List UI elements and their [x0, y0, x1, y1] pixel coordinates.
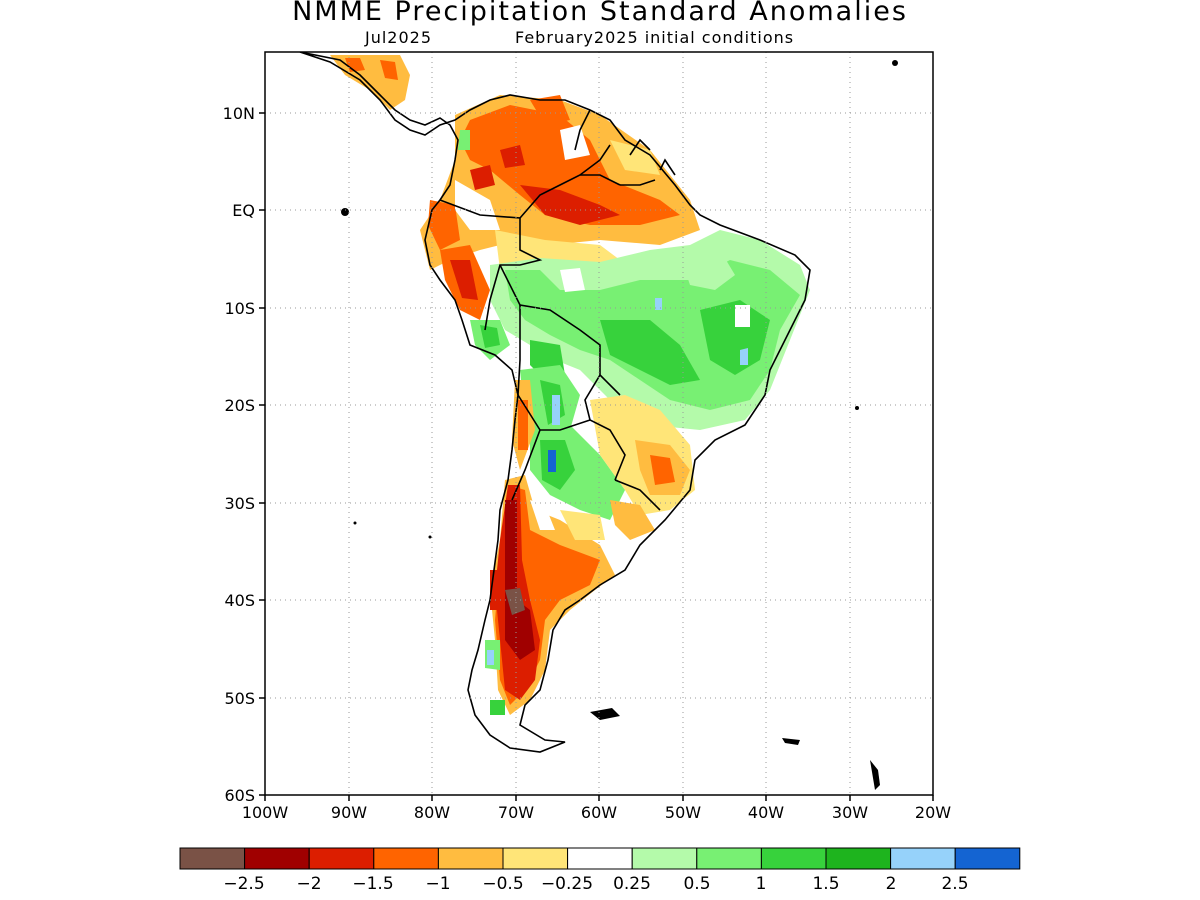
colorbar-label: −1.5: [352, 874, 393, 894]
lon-label: 70W: [498, 803, 534, 822]
colorbar-swatch: [308, 847, 375, 870]
colorbar-label: −0.5: [482, 874, 523, 894]
lon-label: 90W: [331, 803, 367, 822]
lat-label: 50S: [224, 689, 255, 708]
lon-label: 20W: [915, 803, 951, 822]
colorbar-label: −1: [425, 874, 450, 894]
colorbar-swatch: [890, 847, 956, 870]
colorbar-label: −0.25: [541, 874, 593, 894]
initial-conditions: February2025 initial conditions: [515, 28, 795, 47]
colorbar-swatch: [825, 847, 892, 870]
coastlines: [299, 52, 811, 753]
colorbar-label: 1: [756, 874, 767, 894]
colorbar-swatch: [244, 847, 310, 870]
colorbar-label: −2: [296, 874, 321, 894]
lat-label: 10S: [224, 299, 255, 318]
lon-label: 60W: [581, 803, 617, 822]
colorbar-label: 0.5: [683, 874, 710, 894]
lon-label: 100W: [242, 803, 289, 822]
colorbar-swatch: [179, 847, 246, 870]
forecast-month: Jul2025: [365, 28, 433, 47]
ticks: [259, 112, 934, 801]
longitude-labels: 100W 90W 80W 70W 60W 50W 40W 30W 20W: [242, 803, 951, 822]
colorbar: [179, 847, 1021, 870]
colorbar-swatch: [437, 847, 504, 870]
lat-label: 30S: [224, 494, 255, 513]
anomaly-field: [299, 52, 898, 790]
islands: [341, 60, 898, 790]
lon-label: 30W: [832, 803, 868, 822]
colorbar-swatch: [696, 847, 762, 870]
map-title: NMME Precipitation Standard Anomalies: [292, 0, 908, 27]
colorbar-labels: −2.5 −2 −1.5 −1 −0.5 −0.25 0.25 0.5 1 1.…: [223, 874, 968, 894]
colorbar-swatch: [567, 847, 633, 870]
colorbar-swatch: [373, 847, 439, 870]
lat-label: 40S: [224, 591, 255, 610]
latitude-labels: 10N EQ 10S 20S 30S 40S 50S 60S: [223, 104, 255, 805]
lat-label: 10N: [223, 104, 255, 123]
colorbar-swatch: [502, 847, 569, 870]
colorbar-label: −2.5: [223, 874, 264, 894]
colorbar-label: 1.5: [812, 874, 839, 894]
colorbar-label: 2.5: [941, 874, 968, 894]
colorbar-swatch: [760, 847, 827, 870]
lon-label: 50W: [665, 803, 701, 822]
lat-label: 60S: [224, 786, 255, 805]
colorbar-swatch: [631, 847, 698, 870]
lon-label: 80W: [414, 803, 450, 822]
colorbar-swatch: [954, 847, 1021, 870]
lat-label: 20S: [224, 396, 255, 415]
lon-label: 40W: [748, 803, 784, 822]
colorbar-label: 0.25: [613, 874, 651, 894]
lat-label: EQ: [232, 201, 255, 220]
colorbar-label: 2: [886, 874, 897, 894]
